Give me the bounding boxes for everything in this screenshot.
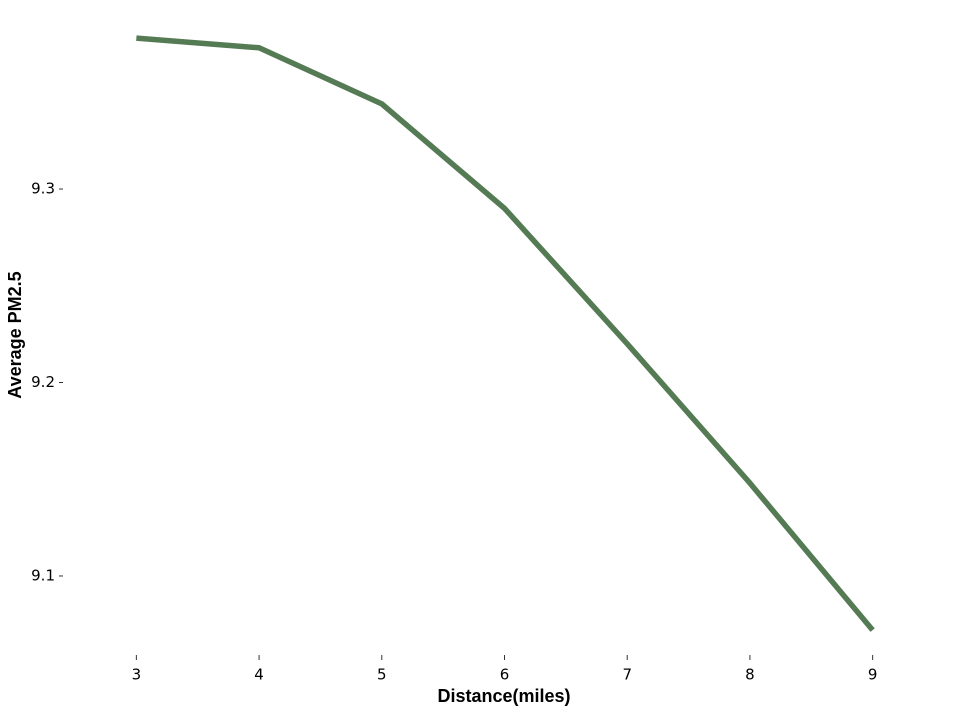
line <box>136 35 875 632</box>
x-tick-label: 7 <box>622 666 632 684</box>
x-tick-label: 4 <box>254 666 264 684</box>
x-tick-label: 5 <box>377 666 387 684</box>
x-tick-label: 3 <box>132 666 142 684</box>
x-axis-title: Distance(miles) <box>437 686 570 706</box>
y-tick-label: 9.2 <box>31 373 55 391</box>
x-tick-label: 8 <box>745 666 755 684</box>
x-tick-label: 9 <box>868 666 878 684</box>
y-axis-title: Average PM2.5 <box>5 271 25 398</box>
y-tick-label: 9.3 <box>31 180 55 198</box>
y-tick-label: 9.1 <box>31 566 55 584</box>
x-tick-label: 6 <box>500 666 510 684</box>
